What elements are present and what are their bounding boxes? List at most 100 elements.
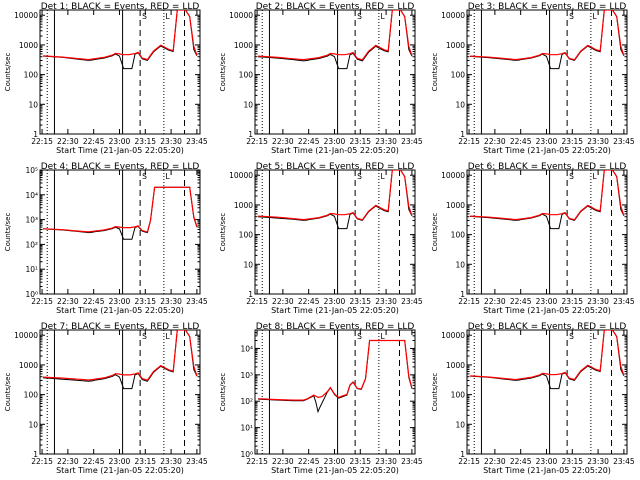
panel-title: Det 1: BLACK = Events, RED = LLD <box>41 2 200 12</box>
x-axis-label: Start Time (21-Jan-05 22:05:20) <box>56 466 184 475</box>
annotation-s: S <box>142 172 147 181</box>
x-tick-label: 22:15 <box>31 297 53 306</box>
y-tick-label: 10000 <box>441 171 465 180</box>
detector-panel-3: Det 3: BLACK = Events, RED = LLD 1 10 100 10… <box>431 2 635 155</box>
x-tick-label: 22:45 <box>83 297 105 306</box>
x-axis-label: Start Time (21-Jan-05 22:05:20) <box>483 466 611 475</box>
x-tick-label: 22:45 <box>510 137 532 146</box>
x-axis-label: Start Time (21-Jan-05 22:05:20) <box>271 466 399 475</box>
annotation-s: S <box>357 172 362 181</box>
annotation-l: L <box>166 12 171 21</box>
y-tick-label: 10000 <box>229 11 253 20</box>
x-tick-label: 22:45 <box>298 297 320 306</box>
annotation-s: S <box>569 332 574 341</box>
panel-title: Det 9: BLACK = Events, RED = LLD <box>468 322 627 332</box>
annotation-l: L <box>381 12 386 21</box>
x-tick-label: 23:15 <box>561 297 583 306</box>
y-tick-label: 1 <box>33 130 38 139</box>
panel-title: Det 6: BLACK = Events, RED = LLD <box>468 162 627 172</box>
annotation-s: S <box>142 332 147 341</box>
x-axis-label: Start Time (21-Jan-05 22:05:20) <box>271 146 399 155</box>
x-tick-label: 23:00 <box>109 457 131 466</box>
plot-frame <box>254 9 416 135</box>
x-tick-label: 23:00 <box>324 457 346 466</box>
x-tick-label: 23:15 <box>349 457 371 466</box>
x-tick-label: 23:00 <box>109 297 131 306</box>
x-tick-label: 23:45 <box>186 137 208 146</box>
annotation-l: L <box>593 172 598 181</box>
series-events-line <box>43 186 198 240</box>
annotation-l: L <box>593 12 598 21</box>
y-tick-label: 1 <box>248 130 253 139</box>
x-tick-label: 23:30 <box>375 137 397 146</box>
series-lld-line <box>470 10 625 61</box>
series-lld-line <box>43 330 198 381</box>
annotation-l: L <box>593 332 598 341</box>
detector-panel-5: Det 5: BLACK = Events, RED = LLD 1 10 100 10… <box>219 162 423 315</box>
y-tick-label: 100 <box>239 71 254 80</box>
x-tick-label: 22:30 <box>57 457 79 466</box>
y-tick-label: 1000 <box>446 201 465 210</box>
x-tick-label: 22:15 <box>246 297 268 306</box>
y-tick-label: 10000 <box>229 171 253 180</box>
plot-frame <box>254 169 416 295</box>
y-tick-label: 10² <box>240 397 253 406</box>
series-lld-line <box>258 170 413 221</box>
x-tick-label: 23:15 <box>349 297 371 306</box>
x-tick-label: 23:30 <box>587 457 609 466</box>
y-tick-label: 100 <box>451 71 466 80</box>
y-tick-label: 10⁰ <box>240 450 253 459</box>
y-tick-label: 1 <box>460 130 465 139</box>
x-tick-label: 23:45 <box>401 297 423 306</box>
y-axis-label: Counts/sec <box>219 373 227 412</box>
y-tick-label: 1000 <box>446 41 465 50</box>
detector-panel-1: Det 1: BLACK = Events, RED = LLD 1 10 100 10… <box>4 2 208 155</box>
x-tick-label: 23:00 <box>536 297 558 306</box>
y-axis-label: Counts/sec <box>431 373 439 412</box>
plot-frame <box>39 9 201 135</box>
x-tick-label: 22:15 <box>458 297 480 306</box>
y-tick-label: 10 <box>243 260 253 269</box>
y-tick-label: 10⁵ <box>25 166 38 175</box>
x-tick-label: 23:45 <box>186 297 208 306</box>
x-tick-label: 23:45 <box>401 137 423 146</box>
series-events-line <box>258 10 413 70</box>
x-tick-label: 22:45 <box>298 457 320 466</box>
annotation-s: S <box>569 172 574 181</box>
x-tick-label: 22:30 <box>484 137 506 146</box>
x-tick-label: 23:15 <box>561 137 583 146</box>
x-tick-label: 23:30 <box>375 297 397 306</box>
y-tick-label: 1 <box>248 290 253 299</box>
y-tick-label: 1000 <box>234 41 253 50</box>
x-tick-label: 22:30 <box>57 297 79 306</box>
panel-title: Det 8: BLACK = Events, RED = LLD <box>256 322 415 332</box>
y-tick-label: 1 <box>33 450 38 459</box>
x-tick-label: 22:45 <box>298 137 320 146</box>
y-tick-label: 1000 <box>446 361 465 370</box>
y-tick-label: 1000 <box>234 201 253 210</box>
y-tick-label: 1000 <box>19 361 38 370</box>
annotation-s: S <box>142 12 147 21</box>
x-tick-label: 23:45 <box>613 457 635 466</box>
plot-frame <box>466 9 628 135</box>
y-tick-label: 100 <box>24 71 39 80</box>
y-tick-label: 10 <box>455 100 465 109</box>
y-tick-label: 10 <box>28 420 38 429</box>
y-tick-label: 100 <box>451 231 466 240</box>
x-tick-label: 23:45 <box>186 457 208 466</box>
x-tick-label: 22:45 <box>83 137 105 146</box>
y-tick-label: 10 <box>455 420 465 429</box>
y-axis-label: Counts/sec <box>219 213 227 252</box>
y-tick-label: 10³ <box>25 216 38 225</box>
x-tick-label: 22:15 <box>246 137 268 146</box>
series-events-line <box>470 10 625 70</box>
series-lld-line <box>470 170 625 221</box>
plot-frame <box>254 329 416 455</box>
y-tick-label: 10² <box>25 240 38 249</box>
x-tick-label: 23:15 <box>134 297 156 306</box>
annotation-s: S <box>357 332 362 341</box>
series-events-line <box>470 170 625 230</box>
annotation-s: S <box>357 12 362 21</box>
y-tick-label: 1 <box>460 290 465 299</box>
series-lld-line <box>43 10 198 61</box>
